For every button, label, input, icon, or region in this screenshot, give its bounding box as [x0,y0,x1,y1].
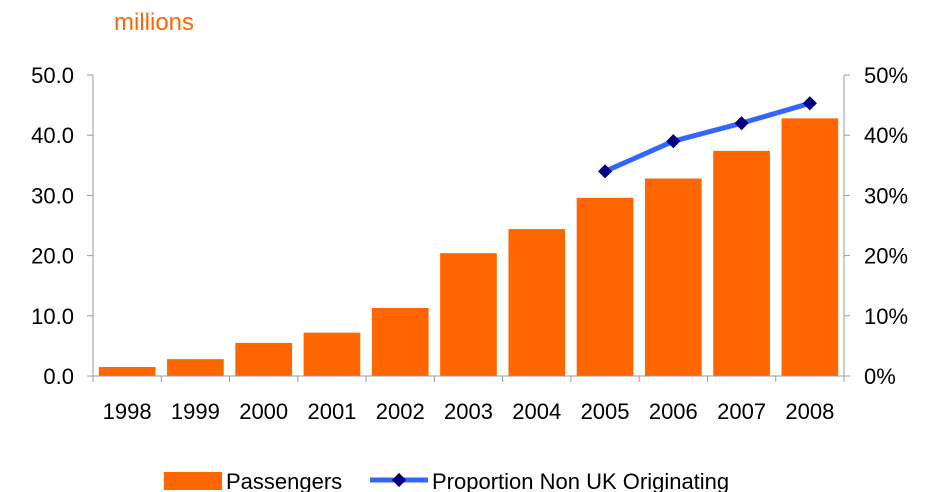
legend-proportion-marker [391,472,407,488]
right-tick-label: 20% [864,244,908,269]
bar-2006 [644,178,702,376]
right-tick-label: 0% [864,364,896,389]
bar-1999 [167,359,224,376]
bar-2003 [440,253,497,376]
bar-2000 [235,342,293,376]
x-tick-label-1999: 1999 [171,399,220,424]
bar-2004 [508,229,566,376]
legend: Passengers Proportion Non UK Originating [164,469,729,492]
plot-area: 0.0 10.0 20.0 30.0 40.0 50.0 0% 10% 20% 30% 40% 50%… [31,63,908,424]
legend-proportion-label: Proportion Non UK Originating [432,469,729,492]
bar-2008 [781,118,839,377]
x-tick-label-2007: 2007 [717,399,766,424]
x-tick-label-2008: 2008 [785,399,834,424]
bar-2002 [371,307,429,376]
x-tick-label-2000: 2000 [239,399,288,424]
left-tick-label: 40.0 [31,123,74,148]
marker-2006 [666,134,681,149]
marker-2008 [802,96,817,111]
bar-2007 [713,150,770,376]
left-tick-label: 30.0 [31,183,74,208]
bar-1998 [98,366,156,376]
right-tick-label: 40% [864,123,908,148]
legend-passengers-swatch [164,472,222,490]
x-tick-label-1998: 1998 [103,399,152,424]
left-tick-label: 20.0 [31,244,74,269]
x-tick-label-2003: 2003 [444,399,493,424]
x-tick-label-2001: 2001 [307,399,356,424]
marker-2007 [734,116,749,131]
x-tick-label-2005: 2005 [581,399,630,424]
legend-passengers-label: Passengers [226,469,342,492]
bar-2005 [576,197,634,376]
line-proportion-non-uk [602,100,813,174]
left-tick-label: 10.0 [31,304,74,329]
marker-2005 [597,164,613,179]
left-tick-label: 0.0 [43,364,74,389]
x-tick-label-2006: 2006 [649,399,698,424]
x-tick-label-2002: 2002 [376,399,425,424]
right-tick-label: 50% [864,63,908,88]
right-tick-label: 30% [864,183,908,208]
bar-2001 [303,332,361,376]
right-tick-label: 10% [864,304,908,329]
unit-label: millions [114,9,194,36]
left-tick-label: 50.0 [31,63,74,88]
x-tick-label-2004: 2004 [512,399,561,424]
